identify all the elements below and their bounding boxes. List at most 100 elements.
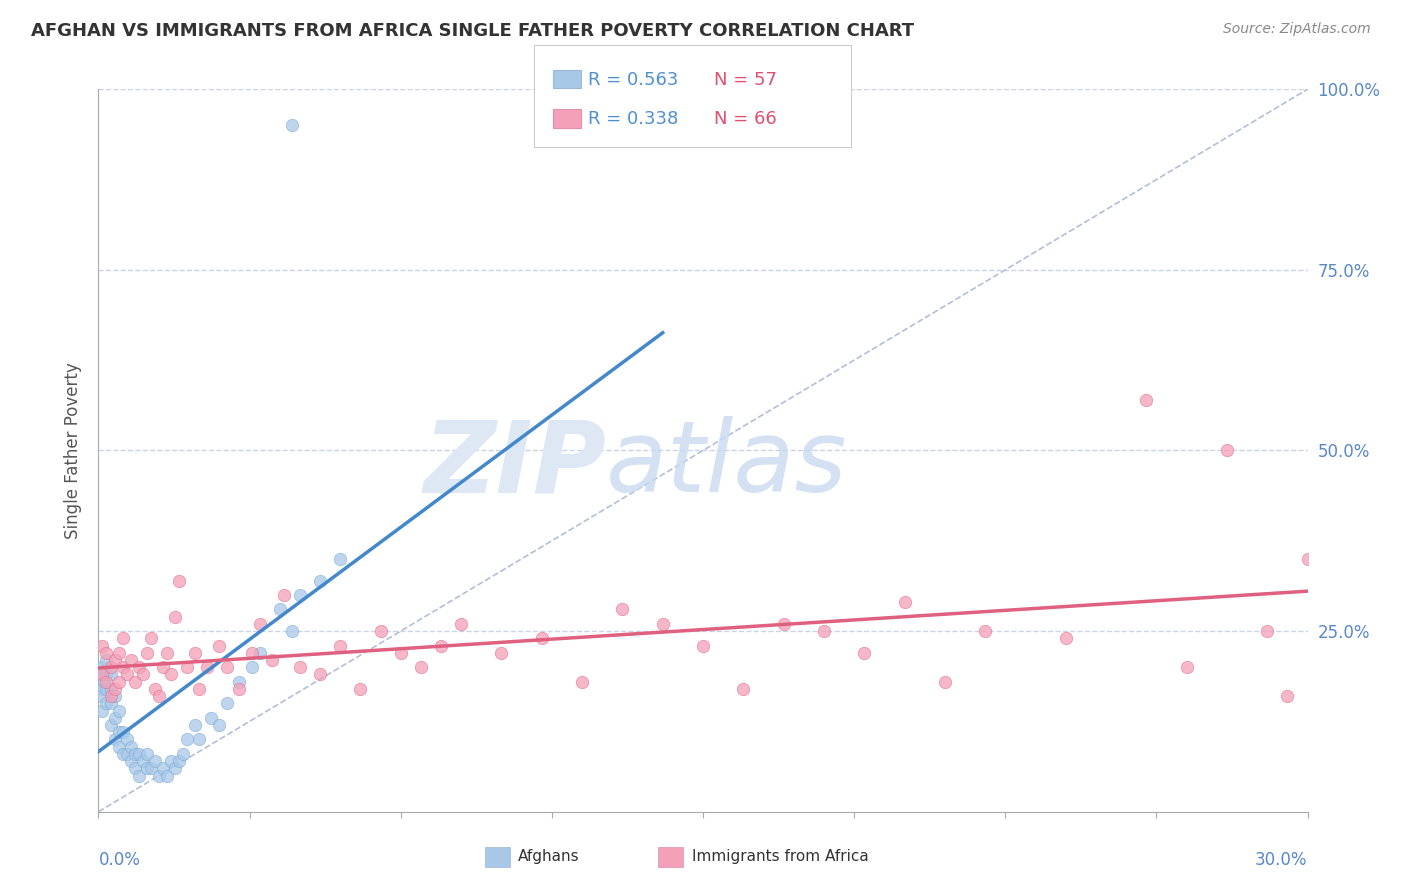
Point xyxy=(120,739,142,754)
Text: Immigrants from Africa: Immigrants from Africa xyxy=(692,849,869,863)
Point xyxy=(260,653,283,667)
Point xyxy=(240,660,263,674)
Point xyxy=(163,761,186,775)
Point xyxy=(120,653,142,667)
Point xyxy=(128,747,150,761)
Point xyxy=(156,769,179,783)
Point xyxy=(281,119,304,133)
Point xyxy=(124,674,146,689)
Point xyxy=(96,681,118,696)
Point xyxy=(91,639,114,653)
Point xyxy=(91,681,114,696)
Point xyxy=(1135,392,1157,407)
Point xyxy=(103,689,125,703)
Point xyxy=(100,681,122,696)
Point xyxy=(281,624,304,639)
Point xyxy=(107,646,129,660)
Point xyxy=(349,681,371,696)
Point xyxy=(184,646,207,660)
Point xyxy=(100,696,122,710)
Point xyxy=(733,681,755,696)
Point xyxy=(96,653,118,667)
Point xyxy=(152,660,174,674)
Text: R = 0.338: R = 0.338 xyxy=(588,110,678,128)
Point xyxy=(139,632,162,646)
Point xyxy=(491,646,513,660)
Point xyxy=(530,632,553,646)
Point xyxy=(128,769,150,783)
Point xyxy=(249,646,271,660)
Point xyxy=(107,725,129,739)
Point xyxy=(288,588,311,602)
Point xyxy=(184,718,207,732)
Y-axis label: Single Father Poverty: Single Father Poverty xyxy=(65,362,83,539)
Point xyxy=(240,646,263,660)
Point xyxy=(115,667,138,681)
Point xyxy=(96,674,118,689)
Point xyxy=(409,660,432,674)
Point xyxy=(228,681,250,696)
Point xyxy=(1054,632,1077,646)
Point xyxy=(217,660,239,674)
Point xyxy=(309,667,332,681)
Point xyxy=(228,674,250,689)
Text: N = 66: N = 66 xyxy=(714,110,778,128)
Point xyxy=(89,667,111,681)
Point xyxy=(96,646,118,660)
Point xyxy=(612,602,634,616)
Point xyxy=(309,574,332,588)
Point xyxy=(107,674,129,689)
Point xyxy=(249,616,271,631)
Point xyxy=(160,754,183,768)
Text: Afghans: Afghans xyxy=(517,849,579,863)
Point xyxy=(103,711,125,725)
Text: Source: ZipAtlas.com: Source: ZipAtlas.com xyxy=(1223,22,1371,37)
Point xyxy=(111,725,134,739)
Point xyxy=(329,551,352,566)
Point xyxy=(156,646,179,660)
Point xyxy=(111,747,134,761)
Point xyxy=(91,704,114,718)
Point xyxy=(135,747,157,761)
Point xyxy=(148,689,170,703)
Point xyxy=(124,747,146,761)
Text: 30.0%: 30.0% xyxy=(1256,852,1308,870)
Point xyxy=(1216,443,1239,458)
Point xyxy=(135,761,157,775)
Text: 0.0%: 0.0% xyxy=(98,852,141,870)
Point xyxy=(329,639,352,653)
Point xyxy=(103,732,125,747)
Point xyxy=(217,696,239,710)
Point xyxy=(269,602,291,616)
Point xyxy=(111,660,134,674)
Point xyxy=(430,639,453,653)
Point xyxy=(1175,660,1198,674)
Point xyxy=(93,674,115,689)
Point xyxy=(100,660,122,674)
Point xyxy=(176,732,198,747)
Point xyxy=(813,624,835,639)
Point xyxy=(893,595,915,609)
Point xyxy=(370,624,392,639)
Point xyxy=(100,718,122,732)
Point xyxy=(188,681,211,696)
Point xyxy=(692,639,714,653)
Point xyxy=(135,646,157,660)
Point xyxy=(111,632,134,646)
Point xyxy=(195,660,218,674)
Point xyxy=(934,674,956,689)
Text: ZIP: ZIP xyxy=(423,417,606,514)
Point xyxy=(96,696,118,710)
Point xyxy=(651,616,673,631)
Point xyxy=(160,667,183,681)
Point xyxy=(772,616,794,631)
Point xyxy=(188,732,211,747)
Point xyxy=(103,653,125,667)
Point xyxy=(115,747,138,761)
Point xyxy=(288,660,311,674)
Point xyxy=(143,754,166,768)
Point xyxy=(167,754,190,768)
Point xyxy=(100,667,122,681)
Point xyxy=(107,704,129,718)
Point xyxy=(208,639,231,653)
